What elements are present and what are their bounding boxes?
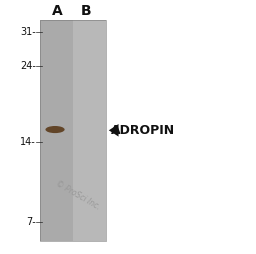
Text: B: B (80, 4, 91, 19)
Bar (40, 20, 73, 241)
Text: A: A (52, 4, 63, 19)
Text: 24-: 24- (20, 61, 36, 71)
Text: 14-: 14- (20, 137, 36, 147)
Bar (40, 20, 106, 241)
Text: © ProSci Inc.: © ProSci Inc. (54, 179, 102, 212)
Text: ADROPIN: ADROPIN (111, 124, 175, 137)
Polygon shape (109, 124, 119, 137)
Bar (73, 20, 106, 241)
Text: 7-: 7- (26, 217, 36, 227)
Text: 31-: 31- (20, 27, 36, 37)
Ellipse shape (46, 126, 65, 133)
